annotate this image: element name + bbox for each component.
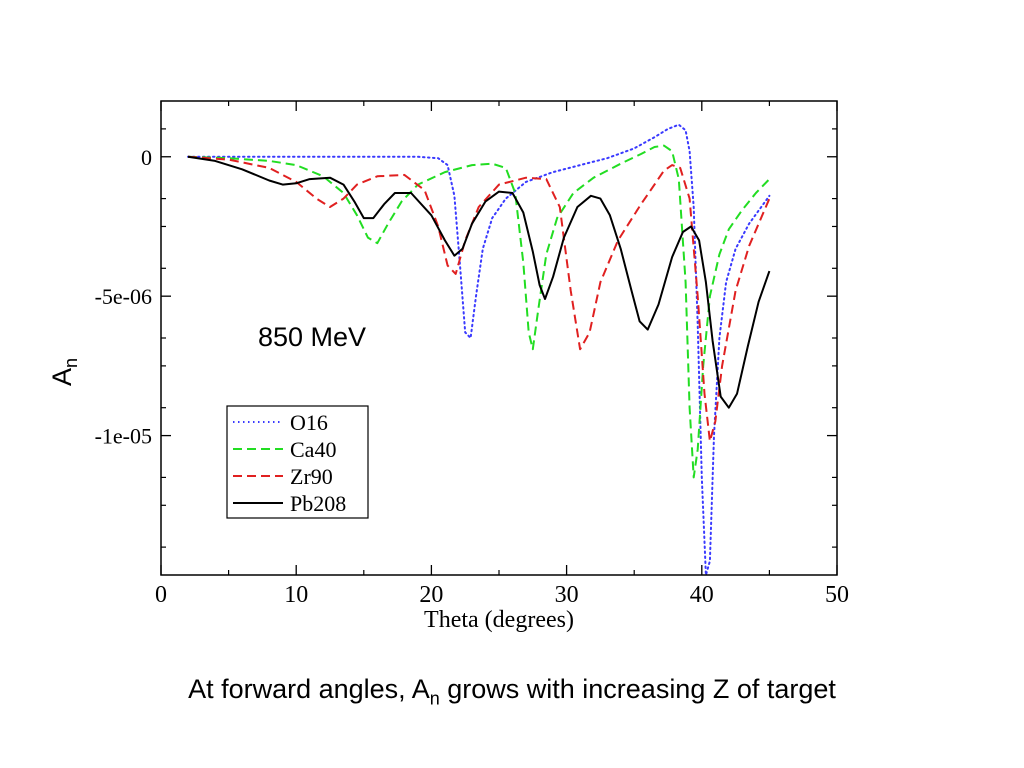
ticks-layer: 0 10 20 30 40 50 0 -5e-06 -1e-05 (95, 101, 849, 608)
y-axis-label-main: A (47, 368, 77, 386)
caption-subscript: n (429, 688, 440, 709)
series-line-pb208 (187, 155, 771, 409)
y-axis-label-sub: n (61, 358, 81, 368)
series-line-o16 (187, 123, 771, 575)
legend-label-pb208: Pb208 (290, 491, 346, 516)
series-layer (187, 123, 771, 575)
slide-caption: At forward angles, An grows with increas… (0, 674, 1024, 709)
series-line-zr90 (187, 155, 771, 443)
y-tick-label: -1e-05 (95, 424, 152, 449)
x-axis-label: Theta (degrees) (424, 607, 574, 633)
x-tick-label: 10 (284, 582, 308, 608)
svg-text:An: An (47, 358, 81, 386)
y-tick-label: 0 (141, 145, 152, 170)
energy-annotation: 850 MeV (258, 322, 366, 352)
x-tick-label: 50 (825, 582, 849, 608)
series-line-ca40 (187, 144, 771, 479)
legend-label-o16: O16 (290, 410, 328, 435)
x-tick-label: 30 (555, 582, 579, 608)
caption-prefix: At forward angles, A (188, 674, 430, 704)
x-tick-label: 40 (690, 582, 714, 608)
legend-box (226, 405, 369, 519)
y-tick-label: -5e-06 (95, 284, 152, 309)
plot-area: 0 10 20 30 40 50 0 -5e-06 -1e-05 (95, 100, 849, 608)
caption-suffix: grows with increasing Z of target (439, 674, 836, 704)
legend-label-ca40: Ca40 (290, 437, 336, 462)
x-tick-label: 0 (155, 582, 167, 608)
legend-label-zr90: Zr90 (290, 464, 333, 489)
x-tick-label: 20 (419, 582, 443, 608)
y-axis-label: An (47, 358, 81, 386)
